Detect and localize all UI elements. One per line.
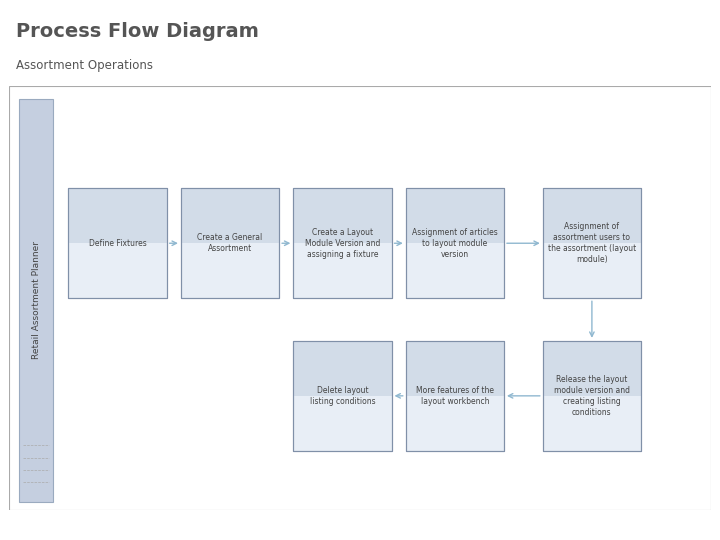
FancyBboxPatch shape [68, 188, 167, 298]
Text: Assignment of articles
to layout module
version: Assignment of articles to layout module … [412, 228, 498, 259]
FancyBboxPatch shape [181, 188, 279, 243]
FancyBboxPatch shape [293, 188, 392, 243]
Text: Assortment Operations: Assortment Operations [16, 59, 153, 72]
FancyBboxPatch shape [293, 188, 392, 298]
Text: Delete layout
listing conditions: Delete layout listing conditions [310, 386, 375, 406]
FancyBboxPatch shape [543, 188, 641, 298]
Text: Create a Layout
Module Version and
assigning a fixture: Create a Layout Module Version and assig… [305, 228, 380, 259]
FancyBboxPatch shape [543, 341, 641, 396]
FancyBboxPatch shape [19, 99, 53, 502]
FancyBboxPatch shape [293, 341, 392, 396]
Text: Process Flow Diagram: Process Flow Diagram [16, 22, 258, 41]
FancyBboxPatch shape [543, 188, 641, 243]
Text: 5: 5 [706, 523, 711, 531]
FancyBboxPatch shape [405, 188, 504, 243]
FancyBboxPatch shape [405, 188, 504, 298]
FancyBboxPatch shape [181, 188, 279, 298]
FancyBboxPatch shape [293, 341, 392, 451]
FancyBboxPatch shape [543, 341, 641, 451]
FancyBboxPatch shape [405, 341, 504, 451]
Text: © 2014 SAP SE or an SAP affiliate company. All rights reserved.: © 2014 SAP SE or an SAP affiliate compan… [9, 523, 252, 531]
Text: Create a General
Assortment: Create a General Assortment [197, 233, 263, 253]
FancyBboxPatch shape [405, 341, 504, 396]
Text: Release the layout
module version and
creating listing
conditions: Release the layout module version and cr… [554, 375, 630, 417]
Text: More features of the
layout workbench: More features of the layout workbench [416, 386, 494, 406]
Text: Retail Assortment Planner: Retail Assortment Planner [32, 241, 40, 360]
FancyBboxPatch shape [9, 86, 711, 510]
Text: Assignment of
assortment users to
the assortment (layout
module): Assignment of assortment users to the as… [548, 222, 636, 265]
Text: Define Fixtures: Define Fixtures [89, 239, 146, 248]
FancyBboxPatch shape [68, 188, 167, 243]
